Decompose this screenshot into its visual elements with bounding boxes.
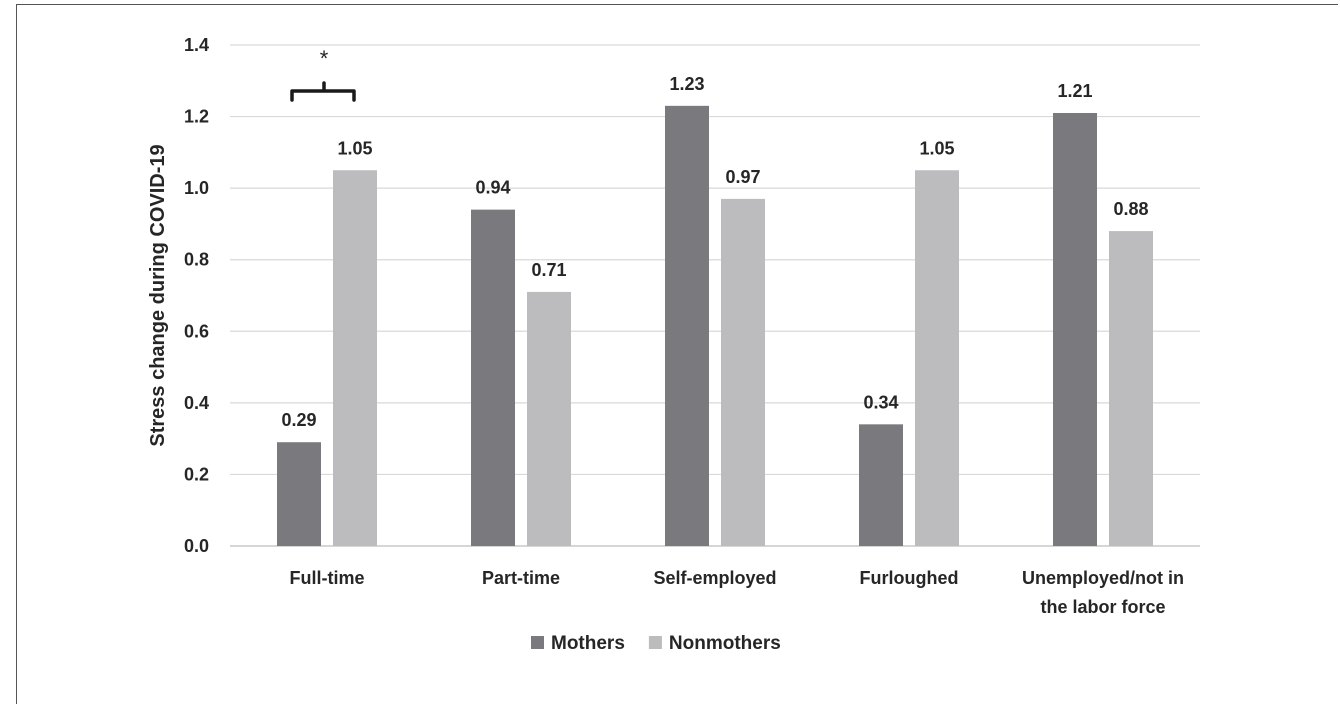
bar-nonmothers [915, 170, 959, 546]
significance-asterisk: * [320, 46, 329, 71]
data-label: 1.05 [919, 138, 954, 158]
legend: Mothers Nonmothers [531, 633, 781, 654]
bar-nonmothers [721, 198, 765, 546]
legend-label: Nonmothers [669, 633, 781, 654]
bar-mothers [1053, 112, 1097, 546]
bars [277, 105, 1153, 547]
legend-swatch-nonmothers [648, 636, 662, 649]
bar-nonmothers [1109, 231, 1153, 547]
y-tick-label: 0.0 [184, 536, 209, 556]
bar-chart: 0.0 0.2 0.4 0.6 0.8 1.0 1.2 1.4 Stress change d… [147, 35, 1200, 654]
bar-nonmothers [333, 170, 377, 546]
bar-mothers [665, 105, 709, 546]
category-label: Unemployed/not in [1022, 568, 1184, 588]
category-label: Full-time [290, 568, 365, 588]
category-label: Furloughed [860, 568, 959, 588]
data-label: 0.94 [475, 178, 510, 198]
data-label: 1.05 [337, 138, 372, 158]
legend-label: Mothers [551, 633, 625, 654]
category-label: Part-time [482, 568, 560, 588]
y-axis-label: Stress change during COVID-19 [147, 144, 169, 446]
significance-bracket [290, 81, 356, 102]
data-label: 0.88 [1113, 199, 1148, 219]
data-label: 0.34 [863, 392, 898, 412]
data-label: 0.29 [281, 410, 316, 430]
bar-mothers [277, 442, 321, 546]
bar-mothers [859, 424, 903, 546]
figure-frame [16, 4, 1338, 704]
bar-mothers [471, 209, 515, 546]
significance-marker: * [290, 46, 356, 102]
data-label: 1.21 [1057, 81, 1092, 101]
y-tick-label: 1.4 [184, 35, 209, 55]
bar-nonmothers [527, 291, 571, 546]
gridlines [230, 44, 1200, 547]
data-labels: 0.29 0.94 1.23 0.34 1.21 1.05 0.71 0.97 1.05 0.88 [281, 74, 1148, 430]
data-label: 0.97 [725, 167, 760, 187]
legend-swatch-mothers [531, 636, 544, 649]
y-tick-label: 0.6 [184, 321, 209, 341]
y-tick-label: 1.0 [184, 178, 209, 198]
y-tick-label: 0.4 [184, 393, 209, 413]
y-tick-label: 0.2 [184, 464, 209, 484]
y-tick-label: 0.8 [184, 250, 209, 270]
data-label: 0.71 [531, 260, 566, 280]
y-axis-ticks: 0.0 0.2 0.4 0.6 0.8 1.0 1.2 1.4 [184, 35, 209, 556]
category-label: the labor force [1040, 597, 1165, 617]
x-axis-categories: Full-time Part-time Self-employed Furloughe… [290, 568, 1185, 617]
y-tick-label: 1.2 [184, 107, 209, 127]
category-label: Self-employed [653, 568, 776, 588]
data-label: 1.23 [669, 74, 704, 94]
